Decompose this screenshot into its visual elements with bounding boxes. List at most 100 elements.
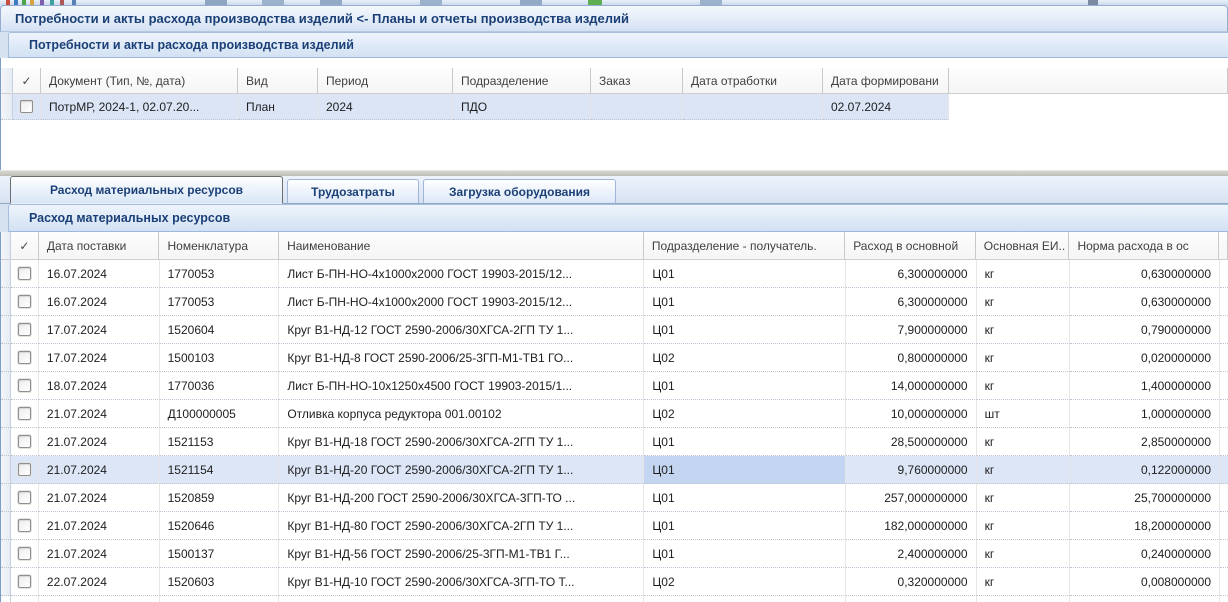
row-filler [1220,344,1228,372]
tab-strip: Расход материальных ресурсов Трудозатрат… [0,176,1228,204]
cell-consumption: 257,000000000 [845,484,977,512]
cell-nomenclature: 1520603 [159,568,280,596]
row-checkbox-cell [13,94,41,120]
tab-equipment-load[interactable]: Загрузка оборудования [423,179,616,203]
column-header-period[interactable]: Период [318,68,453,94]
material-grid-body: 16.07.2024 1770053 Лист Б-ПН-НО-4х1000х2… [1,260,1228,596]
cell-delivery-date: 16.07.2024 [38,260,160,288]
row-gutter [1,372,11,400]
column-header-processing-date[interactable]: Дата отработки [683,68,823,94]
row-filler [1220,512,1228,540]
row-gutter [1,540,11,568]
cell-norm: 0,122000000 [1070,456,1221,484]
cell-consumption: 9,760000000 [845,456,977,484]
cell-norm: 0,008000000 [1070,568,1221,596]
cell-delivery-date: 16.07.2024 [38,288,160,316]
cell-nomenclature: 1770053 [159,288,280,316]
cell-consumption: 182,000000000 [845,512,977,540]
row-checkbox[interactable] [17,295,31,308]
column-header-formation-date[interactable]: Дата формировани [823,68,949,94]
table-row[interactable]: 17.07.2024 1520604 Круг В1-НД-12 ГОСТ 25… [1,316,1228,344]
row-filler [949,94,1228,120]
row-checkbox[interactable] [17,575,31,588]
check-column-header[interactable]: ✓ [13,68,41,94]
table-row[interactable]: 16.07.2024 1770053 Лист Б-ПН-НО-4х1000х2… [1,260,1228,288]
document-row[interactable]: ПотрМР, 2024-1, 02.07.20... План 2024 ПД… [1,94,1228,120]
row-checkbox[interactable] [17,379,31,392]
check-column-header[interactable]: ✓ [10,232,39,260]
column-header-department[interactable]: Подразделение [453,68,591,94]
row-checkbox[interactable] [17,435,31,448]
row-filler [1220,568,1228,596]
table-row[interactable]: 21.07.2024 1500137 Круг В1-НД-56 ГОСТ 25… [1,540,1228,568]
table-row[interactable]: 22.07.2024 1520603 Круг В1-НД-10 ГОСТ 25… [1,568,1228,596]
row-checkbox-cell [10,400,39,428]
cell-consumption: 0,320000000 [845,568,977,596]
row-checkbox-cell [10,428,39,456]
cell-department: Ц01 [644,540,846,568]
column-header-base-unit[interactable]: Основная ЕИ.. [975,232,1070,260]
cell-department: Ц02 [644,400,846,428]
cell-department: ПДО [453,94,591,120]
cell-unit: кг [976,568,1071,596]
row-gutter [1,260,11,288]
row-checkbox[interactable] [20,100,33,113]
table-row[interactable]: 18.07.2024 1770036 Лист Б-ПН-НО-10х1250х… [1,372,1228,400]
column-header-nomenclature[interactable]: Номенклатура [159,232,280,260]
column-header-kind[interactable]: Вид [238,68,318,94]
cell-unit: кг [976,456,1071,484]
column-header-consumption[interactable]: Расход в основной [845,232,976,260]
cell-department: Ц01 [644,484,846,512]
column-header-order[interactable]: Заказ [591,68,683,94]
table-row[interactable]: 21.07.2024 1520859 Круг В1-НД-200 ГОСТ 2… [1,484,1228,512]
table-row[interactable]: 21.07.2024 1520646 Круг В1-НД-80 ГОСТ 25… [1,512,1228,540]
cell-norm: 18,200000000 [1070,512,1221,540]
row-checkbox[interactable] [17,323,31,336]
cell-unit: кг [976,344,1071,372]
row-checkbox-cell [10,344,39,372]
tab-material-resources[interactable]: Расход материальных ресурсов [10,176,283,204]
column-header-delivery-date[interactable]: Дата поставки [38,232,160,260]
cell-consumption: 2,400000000 [845,540,977,568]
table-row[interactable]: 16.07.2024 1770053 Лист Б-ПН-НО-4х1000х2… [1,288,1228,316]
table-row[interactable]: 17.07.2024 1500103 Круг В1-НД-8 ГОСТ 259… [1,344,1228,372]
row-gutter [1,68,13,94]
row-checkbox-cell [10,372,39,400]
cell-department: Ц01 [644,428,846,456]
tab-labor-costs[interactable]: Трудозатраты [287,179,419,203]
column-header-document[interactable]: Документ (Тип, №, дата) [41,68,238,94]
row-gutter [1,428,11,456]
table-row[interactable]: 21.07.2024 1521154 Круг В1-НД-20 ГОСТ 25… [1,456,1228,484]
breadcrumb-title: Потребности и акты расхода производства … [0,5,1228,32]
cell-consumption: 10,000000000 [845,400,977,428]
cell-name: Отливка корпуса редуктора 001.00102 [279,400,645,428]
cell-unit: кг [976,428,1071,456]
row-gutter [1,288,11,316]
cell-unit: кг [976,316,1071,344]
row-checkbox[interactable] [17,267,31,280]
cell-nomenclature: 1520604 [159,316,280,344]
cell-name: Круг В1-НД-12 ГОСТ 2590-2006/30ХГСА-2ГП … [279,316,645,344]
row-checkbox[interactable] [17,351,31,364]
column-header-name[interactable]: Наименование [279,232,644,260]
cell-nomenclature: 1500137 [159,540,280,568]
column-header-norm[interactable]: Норма расхода в ос [1069,232,1219,260]
row-checkbox[interactable] [17,407,31,420]
cell-nomenclature: 1770036 [159,372,280,400]
row-checkbox-cell [10,260,39,288]
row-checkbox[interactable] [17,463,31,476]
row-checkbox[interactable] [17,547,31,560]
row-checkbox[interactable] [17,491,31,504]
row-checkbox[interactable] [17,519,31,532]
row-filler [1220,428,1228,456]
table-row[interactable]: 21.07.2024 Д100000005 Отливка корпуса ре… [1,400,1228,428]
panel-splitter[interactable] [0,170,1228,176]
table-row[interactable]: 21.07.2024 1521153 Круг В1-НД-18 ГОСТ 25… [1,428,1228,456]
column-header-department-receiver[interactable]: Подразделение - получатель. [643,232,846,260]
cell-formation-date: 02.07.2024 [823,94,949,120]
cell-consumption: 28,500000000 [845,428,977,456]
cell-norm: 0,630000000 [1070,288,1221,316]
row-filler [1220,288,1228,316]
cell-name: Круг В1-НД-200 ГОСТ 2590-2006/30ХГСА-3ГП… [279,484,645,512]
cell-consumption: 0,800000000 [845,344,977,372]
